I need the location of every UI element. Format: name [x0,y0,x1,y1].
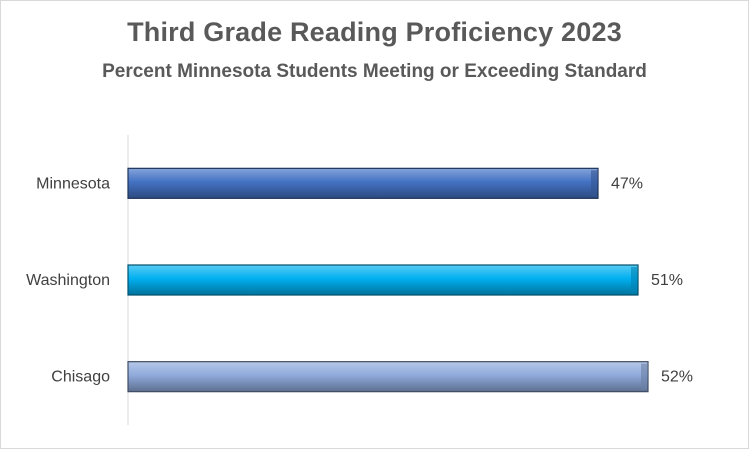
category-label: Minnesota [36,175,110,192]
bar-bevel-minnesota [591,170,597,197]
bar-chisago [127,361,649,393]
chart-subtitle: Percent Minnesota Students Meeting or Ex… [102,61,647,82]
bar-washington [127,264,639,296]
value-label: 51% [651,272,683,289]
bar-bevel-washington [631,267,637,293]
chart-title: Third Grade Reading Proficiency 2023 [127,17,622,47]
value-label: 52% [661,369,693,386]
value-label: 47% [611,175,643,192]
bars-group [127,167,649,393]
category-label: Washington [26,272,110,289]
bar-minnesota [127,167,599,199]
labels-group: Minnesota 47% Washington 51% Chisago 52% [26,175,693,385]
category-label: Chisago [51,369,110,386]
bar-bevel-chisago [641,363,647,390]
